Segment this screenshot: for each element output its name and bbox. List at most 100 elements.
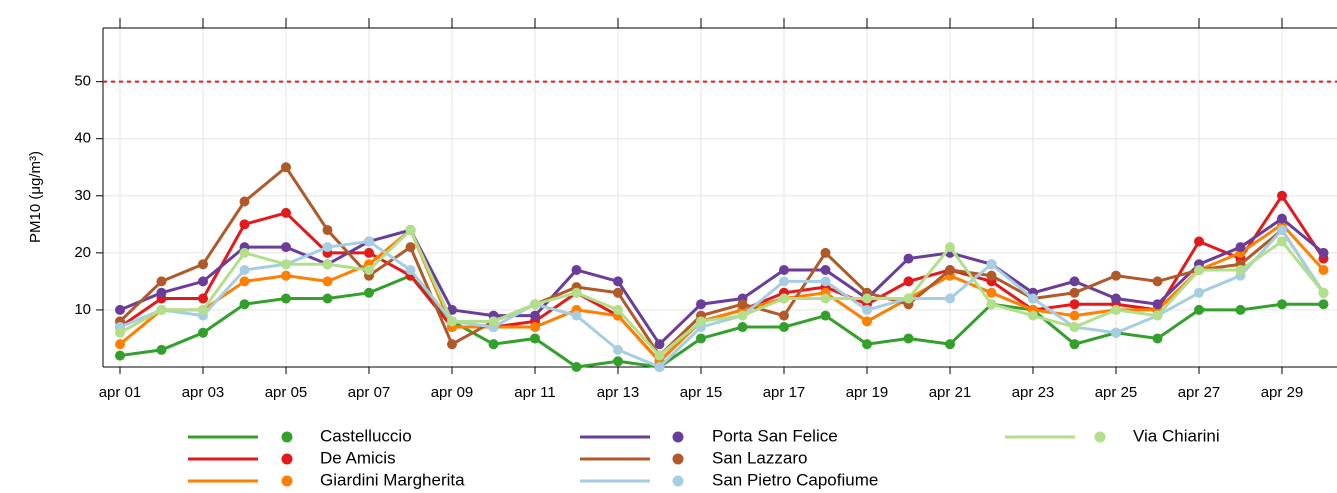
series-line [119, 216, 1325, 347]
point [239, 247, 250, 258]
point [447, 316, 457, 327]
point [1194, 304, 1204, 315]
point [571, 362, 582, 372]
point [364, 236, 374, 247]
x-tick-label: apr 03 [182, 384, 225, 401]
point [239, 219, 250, 230]
point [696, 299, 706, 310]
y-tick-label: 30 [74, 187, 91, 204]
point [1069, 299, 1080, 310]
point [488, 316, 499, 327]
point [737, 310, 748, 321]
legend-dot [281, 453, 293, 465]
y-tick-label: 10 [74, 301, 91, 318]
point [364, 264, 374, 275]
point [696, 316, 706, 327]
point [613, 276, 623, 287]
point [1277, 299, 1287, 310]
point [820, 264, 831, 275]
point [820, 293, 831, 304]
point [1152, 333, 1163, 344]
point [156, 304, 167, 315]
legend-label: Via Chiarini [1133, 426, 1220, 445]
point [903, 253, 914, 264]
point [156, 344, 167, 355]
point [613, 356, 623, 367]
legend-dot [672, 475, 684, 487]
point [530, 299, 540, 310]
series-line [119, 222, 1325, 364]
legend-label: San Lazzaro [712, 448, 807, 467]
y-tick-label: 40 [74, 130, 91, 147]
point [239, 196, 250, 207]
point [281, 293, 291, 304]
legend-label: Giardini Margherita [320, 470, 465, 489]
legend-dot [281, 431, 293, 443]
point [862, 304, 872, 315]
point [862, 293, 872, 304]
x-tick-label: apr 29 [1261, 384, 1304, 401]
x-tick-label: apr 21 [929, 384, 972, 401]
point [1318, 287, 1329, 298]
point [1069, 339, 1080, 350]
point [820, 247, 831, 258]
legend-label: De Amicis [320, 448, 396, 467]
point [862, 339, 872, 350]
point [696, 333, 706, 344]
point [1111, 293, 1121, 304]
point [198, 259, 208, 270]
point [156, 276, 167, 287]
point [405, 242, 416, 253]
point [945, 293, 955, 304]
point [364, 287, 374, 298]
legend-label: Porta San Felice [712, 426, 838, 445]
point [1111, 327, 1121, 338]
point [820, 276, 831, 287]
x-tick-label: apr 01 [99, 384, 142, 401]
point [281, 207, 291, 218]
point [1235, 242, 1246, 253]
point [1318, 299, 1329, 310]
point [115, 350, 125, 361]
point [322, 242, 333, 253]
point [115, 304, 125, 315]
point [903, 276, 914, 287]
point [198, 304, 208, 315]
x-tick-label: apr 09 [431, 384, 474, 401]
y-tick-label: 50 [74, 73, 91, 90]
point [1111, 270, 1121, 281]
point [1069, 322, 1080, 333]
point [530, 333, 540, 344]
point [281, 162, 291, 173]
point [779, 322, 789, 333]
point [1194, 236, 1204, 247]
point [1152, 276, 1163, 287]
point [156, 287, 167, 298]
legend-dot [672, 431, 684, 443]
point [779, 310, 789, 321]
point [1235, 304, 1246, 315]
legend-label: Castelluccio [320, 426, 412, 445]
series-line [119, 227, 1325, 358]
point [281, 242, 291, 253]
point [322, 259, 333, 270]
point [1028, 293, 1038, 304]
point [945, 242, 955, 253]
series-line [119, 227, 1325, 369]
point [571, 264, 582, 275]
point [1152, 310, 1163, 321]
point [488, 339, 499, 350]
point [737, 299, 748, 310]
point [737, 322, 748, 333]
point [820, 310, 831, 321]
point [613, 304, 623, 315]
x-tick-label: apr 13 [597, 384, 640, 401]
x-tick-label: apr 27 [1178, 384, 1221, 401]
point [613, 344, 623, 355]
legend-label: San Pietro Capofiume [712, 470, 878, 489]
point [530, 322, 540, 333]
point [364, 247, 374, 258]
point [986, 259, 997, 270]
point [779, 293, 789, 304]
point [654, 339, 665, 350]
